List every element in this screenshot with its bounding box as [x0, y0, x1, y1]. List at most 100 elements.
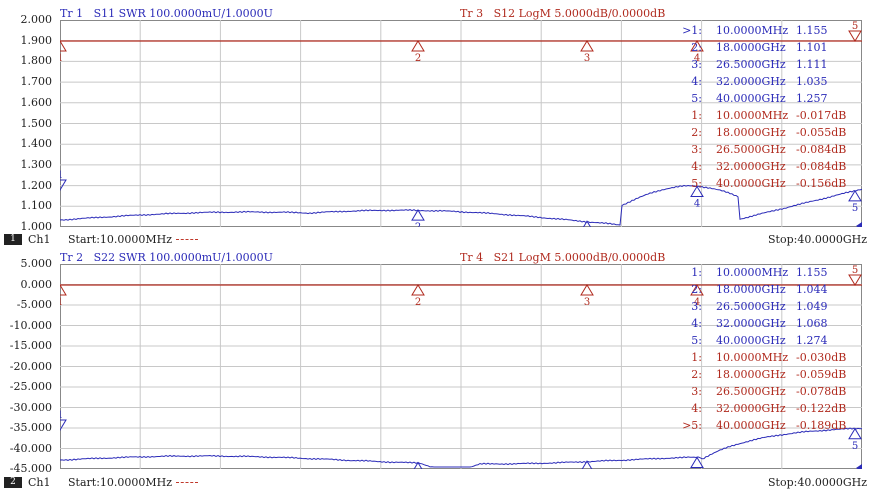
- marker-triangle[interactable]: 5: [848, 427, 862, 452]
- marker-value: 1.274: [796, 334, 828, 347]
- marker-readout-row[interactable]: 5: 40.0000GHz 1.274: [668, 334, 828, 347]
- marker-triangle[interactable]: 5: [848, 265, 862, 286]
- marker-readout-row[interactable]: 3: 26.5000GHz 1.111: [668, 59, 827, 71]
- marker-index: 4:: [691, 160, 702, 173]
- trace-1-title[interactable]: Tr 1 S11 SWR 100.0000mU/1.0000U: [60, 8, 273, 20]
- marker-number: 2: [415, 53, 421, 64]
- marker-readout-row[interactable]: 5: 40.0000GHz -0.156dB: [668, 178, 846, 190]
- marker-readout-row[interactable]: 5: 40.0000GHz 1.257: [668, 92, 828, 105]
- y-tick-label: 1.400: [20, 137, 53, 151]
- marker-value: -0.084dB: [796, 143, 847, 156]
- marker-number: 5: [852, 21, 858, 32]
- channel-label: Ch1: [28, 476, 51, 489]
- marker-readout-row[interactable]: 4: 32.0000GHz -0.122dB: [668, 403, 846, 415]
- trace-blue[interactable]: [60, 184, 862, 226]
- y-tick-label: 5.000: [20, 257, 53, 270]
- marker-index: 1:: [691, 266, 702, 279]
- marker-value: 1.044: [796, 283, 828, 296]
- y-tick-label: -5.000: [16, 298, 52, 311]
- marker-index: 4:: [691, 402, 702, 415]
- marker-readout-row[interactable]: 4: 32.0000GHz -0.084dB: [668, 161, 846, 173]
- marker-triangle[interactable]: 3: [580, 40, 594, 64]
- marker-triangle[interactable]: 1: [60, 170, 67, 191]
- marker-number: 4: [694, 297, 700, 308]
- stop-frequency[interactable]: Stop:40.0000GHz: [768, 233, 867, 246]
- marker-triangle[interactable]: 2: [411, 40, 425, 64]
- marker-readout-row[interactable]: 3: 26.5000GHz -0.084dB: [668, 144, 846, 156]
- stop-frequency[interactable]: Stop:40.0000GHz: [768, 476, 867, 489]
- marker-number: 1: [60, 410, 63, 421]
- marker-value: -0.030dB: [796, 351, 847, 364]
- marker-triangle[interactable]: 4: [690, 185, 704, 210]
- channel-footer: 2 Ch1 Start:10.0000MHz Stop:40.0000GHz: [0, 476, 877, 490]
- marker-readout-row[interactable]: 1: 10.0000MHz -0.030dB: [668, 352, 846, 364]
- marker-readout-row[interactable]: 2: 18.0000GHz 1.044: [668, 283, 828, 296]
- y-tick-label: -30.000: [9, 400, 52, 414]
- marker-value: 1.049: [796, 300, 828, 313]
- start-frequency[interactable]: Start:10.0000MHz: [68, 233, 173, 246]
- marker-readout-row[interactable]: 3: 26.5000GHz -0.078dB: [668, 386, 846, 398]
- lower-panel: Tr 2 S22 SWR 100.0000mU/1.0000U Tr 4 S21…: [0, 246, 877, 491]
- marker-triangle[interactable]: 2: [412, 461, 424, 469]
- marker-readout-row[interactable]: 1: 10.0000MHz -0.017dB: [668, 110, 846, 122]
- start-frequency[interactable]: Start:10.0000MHz: [68, 476, 173, 489]
- lower-plot[interactable]: 1 2 3 4 5 1 2 3 4 5: [60, 264, 862, 469]
- trace-blue[interactable]: [60, 427, 862, 468]
- marker-value: 1.257: [796, 92, 828, 105]
- trace-2-title[interactable]: Tr 2 S22 SWR 100.0000mU/1.0000U: [60, 252, 273, 264]
- y-tick-label: 1.000: [20, 220, 53, 233]
- marker-value: 1.035: [796, 75, 828, 88]
- marker-readout-row[interactable]: 4: 32.0000GHz 1.035: [668, 75, 828, 88]
- marker-readout-row[interactable]: 2: 18.0000GHz -0.055dB: [668, 127, 846, 139]
- marker-readout-row[interactable]: >1: 10.0000MHz 1.155: [668, 25, 827, 37]
- marker-frequency: 26.5000GHz: [716, 143, 786, 156]
- marker-readout-row[interactable]: 3: 26.5000GHz 1.049: [668, 300, 828, 313]
- trace-3-title[interactable]: Tr 3 S12 LogM 5.0000dB/0.0000dB: [460, 8, 665, 20]
- marker-triangle[interactable]: 1: [60, 410, 67, 431]
- marker-triangle[interactable]: 5: [848, 21, 862, 42]
- marker-frequency: 32.0000GHz: [716, 75, 786, 88]
- trace-4-title[interactable]: Tr 4 S21 LogM 5.0000dB/0.0000dB: [460, 252, 665, 264]
- marker-triangle[interactable]: 4: [690, 40, 704, 64]
- marker-index: 3:: [691, 300, 702, 313]
- marker-readout-row[interactable]: >5: 40.0000GHz -0.189dB: [668, 420, 846, 432]
- y-tick-label: 1.200: [20, 178, 53, 192]
- marker-frequency: 40.0000GHz: [716, 419, 786, 432]
- marker-value: -0.059dB: [796, 368, 847, 381]
- marker-index: 2:: [691, 126, 702, 139]
- marker-readout-row[interactable]: 1: 10.0000MHz 1.155: [668, 266, 827, 279]
- marker-triangle[interactable]: 4: [690, 284, 704, 308]
- marker-number: 1: [60, 297, 63, 308]
- marker-triangle[interactable]: 2: [411, 284, 425, 308]
- marker-readout-row[interactable]: 4: 32.0000GHz 1.068: [668, 317, 828, 330]
- trace-meas: S12 LogM 5.0000dB/0.0000dB: [493, 7, 666, 20]
- marker-index: 5:: [691, 177, 702, 190]
- marker-triangle[interactable]: 4: [690, 456, 704, 469]
- marker-frequency: 18.0000GHz: [716, 126, 786, 139]
- y-tick-label: 1.600: [20, 95, 53, 109]
- marker-readout-row[interactable]: 2: 18.0000GHz 1.101: [668, 41, 827, 54]
- marker-triangle[interactable]: 3: [580, 284, 594, 308]
- marker-triangle[interactable]: 1: [60, 40, 67, 64]
- y-tick-label: -45.000: [9, 462, 52, 475]
- marker-value: -0.084dB: [796, 160, 847, 173]
- channel-number-badge[interactable]: 2: [4, 477, 22, 488]
- marker-value: -0.189dB: [796, 419, 847, 432]
- trace-meas: S11 SWR 100.0000mU/1.0000U: [93, 7, 273, 20]
- marker-triangle[interactable]: 1: [60, 284, 67, 308]
- marker-value: 1.068: [796, 317, 828, 330]
- trace-name: Tr 2: [60, 251, 84, 264]
- marker-triangle[interactable]: 3: [581, 220, 593, 227]
- marker-frequency: 32.0000GHz: [716, 160, 786, 173]
- marker-triangle[interactable]: 3: [581, 460, 593, 469]
- y-tick-label: -25.000: [9, 380, 52, 393]
- channel-number-badge[interactable]: 1: [4, 234, 22, 245]
- marker-triangle[interactable]: 2: [411, 209, 425, 227]
- marker-index: 2:: [691, 283, 702, 296]
- marker-index: 2:: [691, 41, 702, 54]
- marker-number: 3: [584, 53, 590, 64]
- marker-readout-row[interactable]: 2: 18.0000GHz -0.059dB: [668, 369, 846, 381]
- upper-plot[interactable]: 1 2 3 4 5 1 2 3 4 5: [60, 20, 862, 227]
- marker-triangle[interactable]: 5: [848, 189, 862, 214]
- trace-name: Tr 3: [460, 7, 484, 20]
